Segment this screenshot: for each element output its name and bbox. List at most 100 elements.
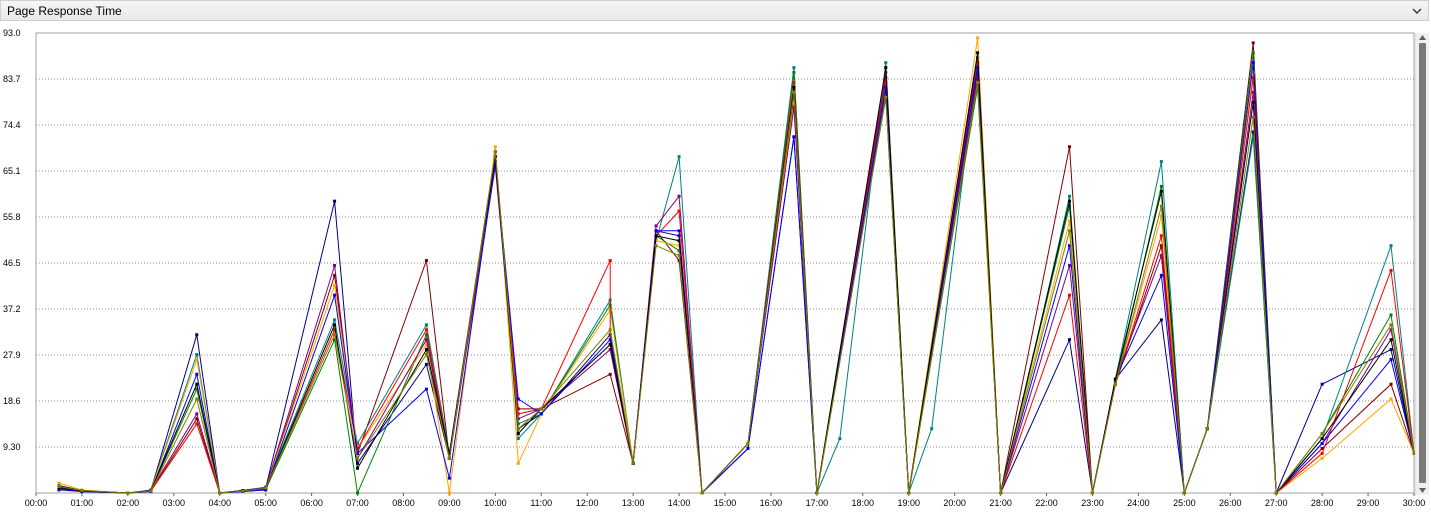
x-tick-label: 23:00 [1081, 498, 1104, 508]
data-point [792, 90, 796, 94]
data-point [654, 234, 658, 238]
data-point [1389, 244, 1393, 248]
x-tick-label: 11:00 [530, 498, 552, 508]
data-point [333, 273, 337, 277]
x-tick-label: 09:00 [438, 498, 461, 508]
data-point [333, 293, 337, 297]
data-point [447, 491, 451, 495]
data-point [57, 485, 61, 489]
x-tick-label: 28:00 [1311, 498, 1334, 508]
y-tick-label: 9.30 [3, 442, 21, 452]
data-point [195, 387, 199, 391]
data-point [264, 486, 268, 490]
data-point [516, 437, 520, 441]
data-point [195, 333, 199, 337]
data-point [746, 446, 750, 450]
data-point [1159, 184, 1163, 188]
data-point [333, 333, 337, 337]
x-tick-label: 01:00 [71, 498, 94, 508]
data-point [493, 145, 497, 149]
data-point [930, 427, 934, 431]
data-point [1251, 100, 1255, 104]
x-tick-label: 30:00 [1403, 498, 1426, 508]
data-point [1251, 51, 1255, 55]
data-point [631, 461, 635, 465]
data-point [1068, 219, 1071, 223]
data-point [677, 209, 681, 213]
x-tick-label: 25:00 [1173, 498, 1196, 508]
plot-area [35, 32, 1415, 494]
data-point [424, 343, 428, 347]
data-point [884, 76, 888, 80]
x-tick-label: 14:00 [668, 498, 691, 508]
data-point [424, 259, 428, 263]
data-point [80, 489, 84, 493]
data-point [241, 489, 245, 493]
data-point [424, 328, 428, 332]
x-tick-label: 04:00 [208, 498, 231, 508]
data-point [792, 71, 796, 75]
data-point [976, 51, 980, 55]
data-point [356, 461, 360, 465]
data-point [1320, 446, 1324, 450]
data-point [1159, 318, 1163, 322]
data-point [792, 105, 796, 109]
x-tick-label: 08:00 [392, 498, 415, 508]
data-point [1389, 397, 1393, 401]
data-point [1251, 76, 1255, 80]
data-point [424, 338, 428, 342]
x-tick-label: 15:00 [714, 498, 737, 508]
data-point [999, 491, 1003, 495]
data-point [539, 407, 543, 411]
data-point [654, 244, 658, 248]
data-point [1068, 263, 1071, 267]
x-tick-label: 17:00 [806, 498, 829, 508]
data-point [333, 283, 337, 287]
data-point [608, 372, 612, 376]
data-point [195, 417, 199, 421]
data-point [333, 263, 337, 267]
data-point [195, 382, 199, 386]
data-point [1251, 130, 1255, 134]
data-point [677, 194, 681, 198]
scroll-thumb[interactable] [1419, 43, 1426, 483]
x-tick-label: 27:00 [1265, 498, 1288, 508]
data-point [1389, 323, 1393, 327]
y-tick-label: 27.9 [3, 350, 21, 360]
data-point [976, 76, 980, 80]
data-point [1068, 145, 1071, 149]
data-point [333, 199, 337, 203]
data-point [792, 85, 796, 89]
scroll-down-arrow-icon[interactable] [1418, 486, 1427, 494]
y-tick-label: 55.8 [3, 212, 21, 222]
data-point [884, 66, 888, 70]
data-point [356, 466, 360, 470]
data-point [1320, 451, 1324, 455]
data-point [516, 417, 520, 421]
data-point [608, 259, 612, 263]
data-point [1068, 293, 1071, 297]
data-point [608, 348, 612, 352]
x-tick-label: 18:00 [852, 498, 875, 508]
data-point [356, 456, 360, 460]
x-tick-label: 20:00 [943, 498, 966, 508]
scroll-up-arrow-icon[interactable] [1418, 34, 1427, 42]
data-point [149, 489, 153, 493]
y-tick-label: 18.6 [3, 396, 21, 406]
data-point [884, 85, 888, 89]
data-point [976, 80, 980, 84]
x-tick-label: 21:00 [989, 498, 1012, 508]
y-tick-label: 37.2 [3, 304, 21, 314]
chevron-down-icon[interactable] [1410, 4, 1424, 18]
data-point [1389, 338, 1393, 342]
y-tick-label: 93.0 [3, 28, 21, 38]
chart-area: 93.0 83.7 74.4 65.1 55.8 46.5 37.2 27.9 18.6 9.30… [0, 22, 1431, 513]
vertical-scrollbar[interactable] [1415, 33, 1429, 495]
x-tick-label: 02:00 [117, 498, 140, 508]
data-point [333, 328, 337, 332]
data-point [677, 239, 681, 243]
data-point [1068, 244, 1071, 248]
data-point [746, 442, 750, 446]
data-point [195, 357, 199, 361]
